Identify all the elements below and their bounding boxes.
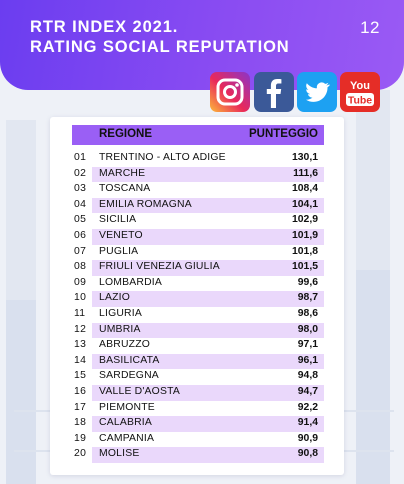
table-row: 16 VALLE D'AOSTA 94,7 xyxy=(72,384,324,401)
row-rank: 18 xyxy=(74,417,87,429)
row-region: FRIULI VENEZIA GIULIA xyxy=(99,261,220,273)
row-region: MARCHE xyxy=(99,167,146,179)
table-row: 13 ABRUZZO 97,1 xyxy=(72,338,324,354)
facebook-icon xyxy=(254,72,294,112)
row-rank: 07 xyxy=(74,245,87,257)
row-rank: 03 xyxy=(74,183,87,195)
row-region: TOSCANA xyxy=(99,183,151,195)
row-score: 90,8 xyxy=(297,448,318,460)
row-score: 98,0 xyxy=(297,323,318,335)
table-row: 01 TRENTINO - ALTO ADIGE 130,1 xyxy=(72,151,324,167)
table-row: 11 LIGURIA 98,6 xyxy=(72,307,324,323)
row-score: 98,6 xyxy=(297,307,318,319)
row-rank: 16 xyxy=(74,385,87,397)
row-rank: 10 xyxy=(74,292,87,304)
row-rank: 04 xyxy=(74,198,87,210)
table-row: 09 LOMBARDIA 99,6 xyxy=(72,276,324,292)
table-row: 05 SICILIA 102,9 xyxy=(72,213,324,229)
table-row: 03 TOSCANA 108,4 xyxy=(72,182,324,198)
title-line-1: RTR INDEX 2021. xyxy=(30,18,179,36)
row-region: PUGLIA xyxy=(99,245,139,257)
row-rank: 11 xyxy=(74,307,86,319)
row-rank: 01 xyxy=(74,152,87,163)
row-rank: 09 xyxy=(74,276,87,288)
row-score: 102,9 xyxy=(291,214,318,226)
row-region: ABRUZZO xyxy=(99,339,151,351)
twitter-icon xyxy=(297,72,337,112)
table-row: 10 LAZIO 98,7 xyxy=(72,291,324,307)
row-score: 91,4 xyxy=(297,417,318,429)
row-score: 96,1 xyxy=(297,354,318,366)
table-row: 18 CALABRIA 91,4 xyxy=(72,416,324,432)
table-row: 20 MOLISE 90,8 xyxy=(72,447,324,463)
row-region: PIEMONTE xyxy=(99,401,155,413)
row-rank: 14 xyxy=(74,354,87,366)
table-row: 06 VENETO 101,9 xyxy=(72,228,324,245)
row-score: 92,2 xyxy=(297,401,318,413)
row-region: VENETO xyxy=(99,229,143,241)
table-row: 02 MARCHE 111,6 xyxy=(72,166,324,183)
table-row: 07 PUGLIA 101,8 xyxy=(72,245,324,261)
row-score: 101,9 xyxy=(291,229,318,241)
row-score: 101,5 xyxy=(291,261,318,273)
row-region: MOLISE xyxy=(99,448,140,460)
row-region: VALLE D'AOSTA xyxy=(99,385,181,397)
ranking-card: REGIONE PUNTEGGIO 01 TRENTINO - ALTO ADI… xyxy=(50,117,344,475)
row-region: BASILICATA xyxy=(99,354,160,366)
table-row: 15 SARDEGNA 94,8 xyxy=(72,369,324,385)
row-score: 98,7 xyxy=(297,292,318,304)
row-region: CALABRIA xyxy=(99,417,152,429)
row-score: 97,1 xyxy=(297,339,318,351)
column-header-score: PUNTEGGIO xyxy=(248,128,318,140)
row-rank: 06 xyxy=(74,229,87,241)
row-score: 111,6 xyxy=(293,167,318,179)
row-rank: 20 xyxy=(74,448,87,460)
row-region: SICILIA xyxy=(99,214,137,226)
youtube-icon: You Tube xyxy=(340,72,380,112)
row-score: 104,1 xyxy=(291,198,318,210)
title-line-2: RATING SOCIAL REPUTATION xyxy=(30,38,290,56)
row-rank: 02 xyxy=(74,167,87,179)
table-header: REGIONE PUNTEGGIO xyxy=(72,125,324,145)
row-score: 101,8 xyxy=(291,245,318,257)
row-score: 108,4 xyxy=(291,183,318,195)
youtube-icon-text-2: Tube xyxy=(348,95,372,107)
row-score: 94,7 xyxy=(297,385,318,397)
row-rank: 12 xyxy=(74,323,87,335)
row-score: 130,1 xyxy=(291,152,318,163)
column-header-region: REGIONE xyxy=(99,128,153,140)
row-score: 99,6 xyxy=(297,276,318,288)
row-region: TRENTINO - ALTO ADIGE xyxy=(99,152,226,163)
row-rank: 05 xyxy=(74,214,87,226)
row-region: LAZIO xyxy=(99,292,131,304)
page-number: 12 xyxy=(360,18,380,37)
row-region: LOMBARDIA xyxy=(99,276,163,288)
page-title: RTR INDEX 2021. RATING SOCIAL REPUTATION xyxy=(30,17,290,57)
row-rank: 19 xyxy=(74,432,87,444)
row-score: 94,8 xyxy=(297,370,318,382)
row-rank: 13 xyxy=(74,339,87,351)
row-region: CAMPANIA xyxy=(99,432,155,444)
row-region: EMILIA ROMAGNA xyxy=(99,198,192,210)
row-region: UMBRIA xyxy=(99,323,141,335)
table-row: 14 BASILICATA 96,1 xyxy=(72,353,324,370)
instagram-icon xyxy=(210,72,250,112)
row-rank: 15 xyxy=(74,370,87,382)
row-score: 90,9 xyxy=(297,432,318,444)
row-rank: 17 xyxy=(74,401,87,413)
header-banner: RTR INDEX 2021. RATING SOCIAL REPUTATION… xyxy=(0,0,404,90)
youtube-icon-text-1: You xyxy=(350,80,370,92)
row-rank: 08 xyxy=(74,261,87,273)
table-row: 08 FRIULI VENEZIA GIULIA 101,5 xyxy=(72,260,324,276)
row-region: LIGURIA xyxy=(99,307,142,319)
row-region: SARDEGNA xyxy=(99,370,159,382)
table-row: 04 EMILIA ROMAGNA 104,1 xyxy=(72,197,324,214)
ranking-table: 01 TRENTINO - ALTO ADIGE 130,1 02 MARCHE… xyxy=(72,151,324,463)
table-row: 12 UMBRIA 98,0 xyxy=(72,322,324,339)
table-row: 19 CAMPANIA 90,9 xyxy=(72,432,324,448)
table-row: 17 PIEMONTE 92,2 xyxy=(72,401,324,417)
